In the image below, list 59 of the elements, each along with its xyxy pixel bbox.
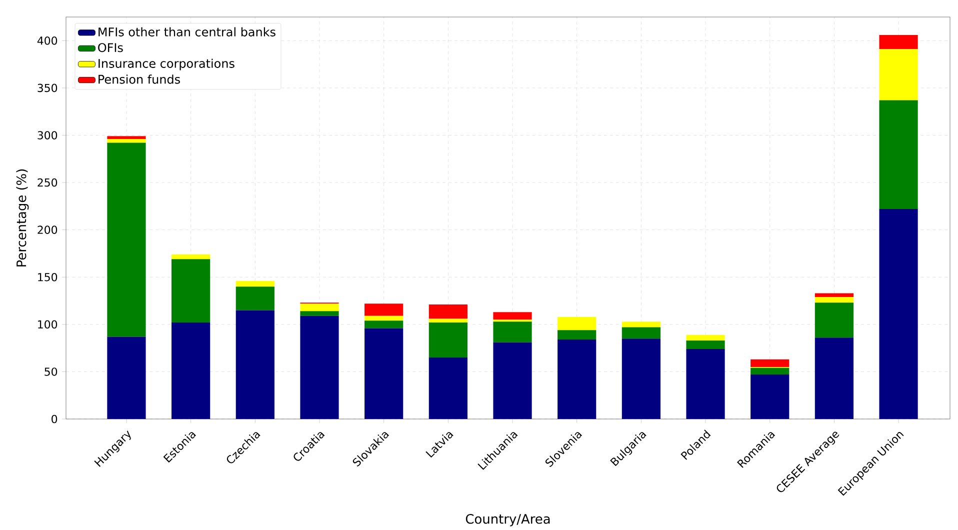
bar	[558, 330, 596, 340]
bar	[814, 338, 854, 419]
legend-label: MFIs other than central banks	[98, 27, 276, 36]
bar	[750, 374, 790, 419]
legend-label: Pension funds	[98, 74, 180, 84]
x-axis-title: Country/Area	[466, 514, 550, 526]
bar	[428, 318, 468, 323]
y-tick-label: 0	[52, 414, 58, 424]
bar	[686, 334, 725, 340]
y-tick-label: 400	[37, 36, 58, 45]
legend-label: Insurance corporations	[98, 58, 234, 70]
y-tick-label: 300	[38, 131, 58, 140]
bar	[236, 286, 274, 310]
bar	[428, 322, 468, 358]
bar	[428, 358, 468, 419]
bar	[300, 304, 339, 312]
y-tick-label: 250	[38, 178, 58, 187]
bar	[107, 136, 146, 140]
bar	[622, 338, 660, 419]
y-tick-label: 100	[38, 320, 58, 329]
bar	[686, 340, 725, 350]
bar	[364, 316, 404, 321]
bar	[364, 304, 404, 316]
bar	[107, 142, 146, 337]
bar	[493, 342, 532, 419]
bar	[493, 322, 532, 342]
y-tick-label: 150	[38, 272, 58, 282]
bar	[814, 293, 854, 297]
bar	[814, 302, 854, 338]
bar	[300, 316, 339, 419]
bar	[107, 336, 146, 419]
y-tick-label: 350	[38, 84, 58, 92]
bar	[622, 322, 660, 328]
y-tick-label: 200	[38, 226, 58, 234]
bar	[364, 328, 404, 419]
y-tick-label: 50	[44, 368, 58, 376]
bar	[236, 310, 274, 419]
bar	[879, 34, 918, 50]
bar	[879, 100, 918, 210]
bar	[493, 312, 532, 320]
legend-label: OFIs	[98, 43, 123, 52]
bar	[107, 139, 146, 143]
bar	[686, 349, 725, 419]
bar	[750, 359, 790, 367]
bar	[300, 311, 339, 316]
y-axis-title: Percentage (%)	[16, 169, 29, 266]
bar	[172, 254, 210, 260]
bar	[428, 304, 468, 319]
bar	[879, 209, 918, 419]
bar	[172, 322, 210, 419]
bar	[172, 259, 210, 323]
bar	[622, 327, 660, 339]
bar	[879, 49, 918, 100]
bar	[814, 296, 854, 303]
bar	[236, 280, 274, 287]
bar	[558, 340, 596, 419]
bar	[558, 316, 596, 330]
bar	[364, 320, 404, 328]
bar	[750, 368, 790, 375]
